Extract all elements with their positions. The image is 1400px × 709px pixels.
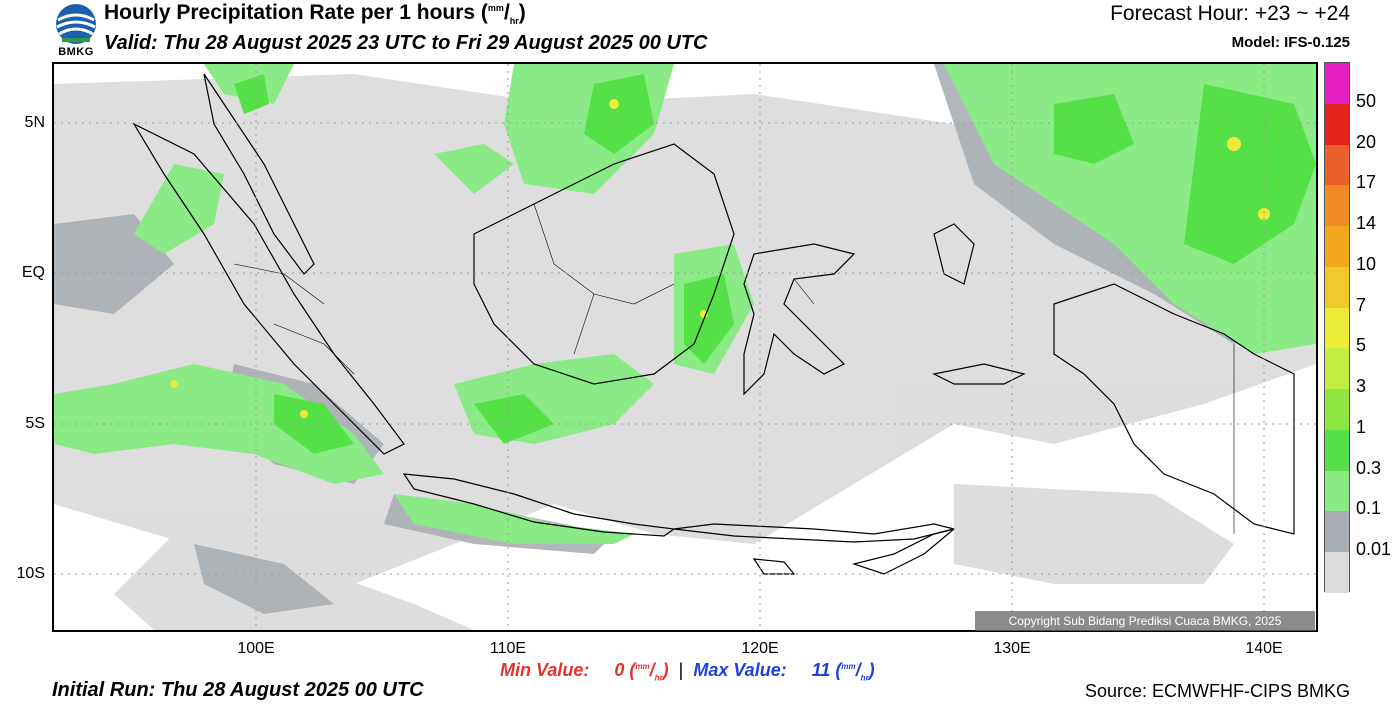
island-papua xyxy=(1053,283,1295,535)
coastlines xyxy=(132,73,1295,575)
colorbar-swatch xyxy=(1325,103,1349,146)
colorbar-swatch xyxy=(1325,389,1349,431)
colorbar-swatch xyxy=(1325,429,1349,472)
precipitation-map xyxy=(52,62,1318,632)
min-unit-num: mm xyxy=(635,662,650,671)
colorbar-label: 7 xyxy=(1356,294,1367,315)
bmkg-logo-icon xyxy=(56,4,96,44)
island-nusatenggara xyxy=(673,523,955,543)
colorbar-swatch xyxy=(1325,63,1349,105)
map-canvas xyxy=(54,64,1316,630)
admin-borders xyxy=(233,203,1235,534)
lon-label-110e: 110E xyxy=(489,640,527,657)
island-sumatra xyxy=(132,122,405,455)
valid-period: Valid: Thu 28 August 2025 23 UTC to Fri … xyxy=(104,32,708,54)
colorbar-label: 1 xyxy=(1356,416,1367,437)
colorbar-label: 0.3 xyxy=(1356,457,1382,478)
initial-run: Initial Run: Thu 28 August 2025 00 UTC xyxy=(52,679,424,701)
rain-field-yellow xyxy=(170,99,1270,418)
colorbar-label: 20 xyxy=(1356,131,1377,152)
rain-field-green xyxy=(234,74,1316,454)
colorbar-swatch xyxy=(1325,552,1349,594)
lon-label-120e: 120E xyxy=(741,640,779,657)
title-text: Hourly Precipitation Rate per 1 hours xyxy=(104,1,476,24)
lon-label-100e: 100E xyxy=(237,640,275,657)
min-value: Min Value: 0 (mm/hr) xyxy=(500,660,674,683)
bmkg-logo: BMKG xyxy=(52,2,100,60)
min-unit-den: hr xyxy=(654,673,663,683)
colorbar xyxy=(1324,62,1350,594)
island-timor xyxy=(851,528,955,575)
colorbar-label: 5 xyxy=(1356,335,1367,356)
min-number: 0 xyxy=(614,660,625,680)
lat-label-5n: 5N xyxy=(24,114,45,131)
max-value: Max Value: 11 (mm/hr) xyxy=(693,660,875,683)
lat-label-5s: 5S xyxy=(25,415,45,432)
colorbar-label: 17 xyxy=(1356,172,1377,193)
malay-peninsula xyxy=(203,73,315,275)
island-halmahera xyxy=(933,223,975,285)
copyright-notice: Copyright Sub Bidang Prediksi Cuaca BMKG… xyxy=(975,611,1315,631)
colorbar-label: 3 xyxy=(1356,376,1367,397)
island-java xyxy=(402,473,676,537)
max-label: Max Value: xyxy=(693,660,787,680)
chart-title: Hourly Precipitation Rate per 1 hours (m… xyxy=(104,1,526,27)
title-unit-den: hr xyxy=(509,16,519,27)
island-seram xyxy=(932,363,1026,385)
colorbar-swatch xyxy=(1325,144,1349,186)
colorbar-swatch xyxy=(1325,348,1349,390)
colorbar-swatch xyxy=(1325,266,1349,309)
max-unit-num: mm xyxy=(841,662,856,671)
min-label: Min Value: xyxy=(500,660,590,680)
colorbar-label: 0.01 xyxy=(1356,539,1392,560)
title-unit-num: mm xyxy=(487,3,504,13)
colorbar-label: 14 xyxy=(1356,213,1377,234)
colorbar-swatch xyxy=(1325,511,1349,553)
forecast-hour: Forecast Hour: +23 ~ +24 xyxy=(1110,2,1350,25)
colorbar-swatch xyxy=(1325,470,1349,512)
data-source: Source: ECMWFHF-CIPS BMKG xyxy=(1084,681,1350,701)
separator: | xyxy=(673,660,689,680)
island-borneo xyxy=(473,143,735,385)
colorbar-swatch xyxy=(1325,226,1349,268)
lat-label-eq: EQ xyxy=(21,264,45,281)
lon-label-140e: 140E xyxy=(1245,640,1283,657)
lon-label-130e: 130E xyxy=(993,640,1031,657)
island-sulawesi xyxy=(743,243,856,396)
max-unit-den: hr xyxy=(860,673,869,683)
max-number: 11 xyxy=(811,660,831,680)
lat-label-10s: 10S xyxy=(16,565,45,582)
graticule xyxy=(54,64,1316,630)
colorbar-label: 50 xyxy=(1356,90,1377,111)
island-sumba xyxy=(752,558,796,575)
model-name: Model: IFS-0.125 xyxy=(1231,34,1350,51)
logo-text: BMKG xyxy=(58,46,94,58)
min-max-values: Min Value: 0 (mm/hr) | Max Value: 11 (mm… xyxy=(500,660,875,683)
colorbar-swatch xyxy=(1325,307,1349,349)
colorbar-swatch xyxy=(1325,185,1349,227)
colorbar-label: 0.1 xyxy=(1356,498,1382,519)
colorbar-label: 10 xyxy=(1356,253,1377,274)
